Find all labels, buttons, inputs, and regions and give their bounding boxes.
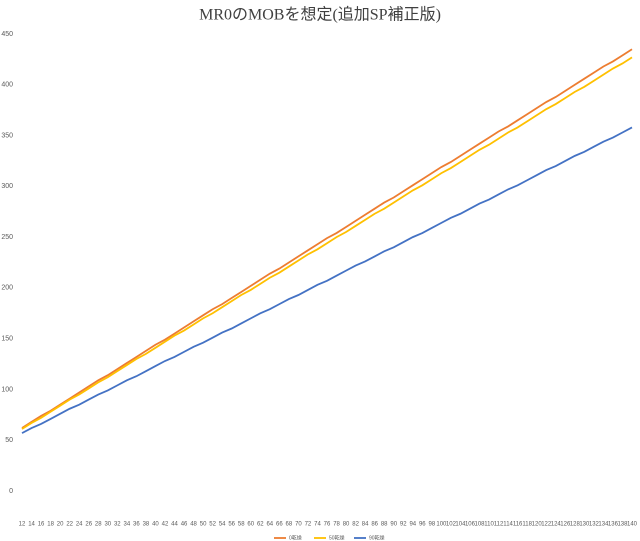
x-tick-label: 34	[124, 522, 131, 528]
x-tick-label: 110	[484, 522, 494, 528]
x-tick-label: 122	[541, 522, 552, 528]
x-tick-label: 72	[305, 522, 312, 528]
x-tick-label: 96	[419, 522, 426, 528]
x-tick-label: 84	[362, 522, 369, 528]
x-tick-label: 54	[219, 522, 226, 528]
x-tick-label: 92	[400, 522, 407, 528]
y-tick-label: 400	[1, 82, 13, 89]
x-tick-label: 104	[455, 522, 466, 528]
x-tick-label: 44	[171, 522, 178, 528]
x-tick-label: 24	[76, 522, 83, 528]
y-tick-label: 200	[1, 285, 13, 292]
y-tick-label: 50	[5, 437, 13, 444]
y-tick-label: 250	[1, 234, 13, 241]
x-tick-label: 112	[494, 522, 504, 528]
x-tick-label: 128	[570, 522, 581, 528]
x-tick-label: 118	[522, 522, 532, 528]
x-tick-label: 114	[503, 522, 513, 528]
x-tick-label: 78	[333, 522, 340, 528]
x-tick-label: 124	[551, 522, 562, 528]
x-tick-label: 82	[352, 522, 359, 528]
x-tick-label: 18	[47, 522, 54, 528]
legend-label: 0乾燥	[289, 534, 302, 541]
x-tick-label: 136	[608, 522, 619, 528]
x-tick-label: 46	[181, 522, 188, 528]
x-tick-label: 64	[266, 522, 273, 528]
y-tick-label: 450	[1, 31, 13, 38]
x-tick-label: 132	[589, 522, 600, 528]
x-tick-label: 70	[295, 522, 302, 528]
x-tick-label: 50	[200, 522, 207, 528]
y-tick-label: 300	[1, 183, 13, 190]
x-tick-label: 38	[143, 522, 150, 528]
x-tick-label: 40	[152, 522, 159, 528]
x-tick-label: 42	[162, 522, 169, 528]
legend-label: 50乾燥	[329, 534, 345, 541]
x-tick-label: 26	[85, 522, 92, 528]
x-tick-label: 94	[409, 522, 416, 528]
x-tick-label: 106	[465, 522, 476, 528]
x-tick-label: 30	[104, 522, 111, 528]
x-tick-label: 138	[617, 522, 628, 528]
x-tick-label: 32	[114, 522, 121, 528]
x-tick-label: 120	[532, 522, 543, 528]
y-tick-label: 350	[1, 132, 13, 139]
x-tick-label: 60	[247, 522, 254, 528]
x-tick-label: 22	[66, 522, 73, 528]
x-tick-label: 76	[324, 522, 331, 528]
x-tick-label: 52	[209, 522, 216, 528]
x-tick-label: 48	[190, 522, 197, 528]
x-tick-label: 140	[627, 522, 638, 528]
x-tick-label: 16	[38, 522, 45, 528]
x-tick-label: 12	[19, 522, 26, 528]
x-tick-label: 74	[314, 522, 321, 528]
y-tick-label: 100	[1, 386, 13, 393]
series-line	[21, 56, 633, 430]
x-tick-label: 86	[371, 522, 378, 528]
series-line	[21, 48, 633, 429]
x-tick-label: 28	[95, 522, 102, 528]
y-tick-label: 150	[1, 336, 13, 343]
x-tick-label: 88	[381, 522, 388, 528]
x-tick-label: 100	[436, 522, 447, 528]
x-tick-label: 36	[133, 522, 140, 528]
y-tick-label: 0	[9, 488, 13, 495]
legend-label: 90乾燥	[369, 534, 385, 541]
x-tick-label: 90	[390, 522, 397, 528]
x-tick-label: 14	[28, 522, 35, 528]
x-tick-label: 20	[57, 522, 64, 528]
x-tick-label: 126	[560, 522, 571, 528]
x-tick-label: 66	[276, 522, 283, 528]
x-tick-label: 102	[446, 522, 457, 528]
x-tick-label: 62	[257, 522, 264, 528]
x-tick-label: 98	[429, 522, 436, 528]
x-tick-label: 134	[598, 522, 609, 528]
x-tick-label: 80	[343, 522, 350, 528]
x-tick-label: 108	[474, 522, 485, 528]
series-line	[21, 126, 633, 434]
x-tick-label: 68	[286, 522, 293, 528]
x-tick-label: 58	[238, 522, 245, 528]
x-tick-label: 56	[228, 522, 235, 528]
chart-title: MR0のMOBを想定(追加SP補正版)	[199, 6, 441, 24]
x-tick-label: 116	[513, 522, 523, 528]
x-tick-label: 130	[579, 522, 590, 528]
